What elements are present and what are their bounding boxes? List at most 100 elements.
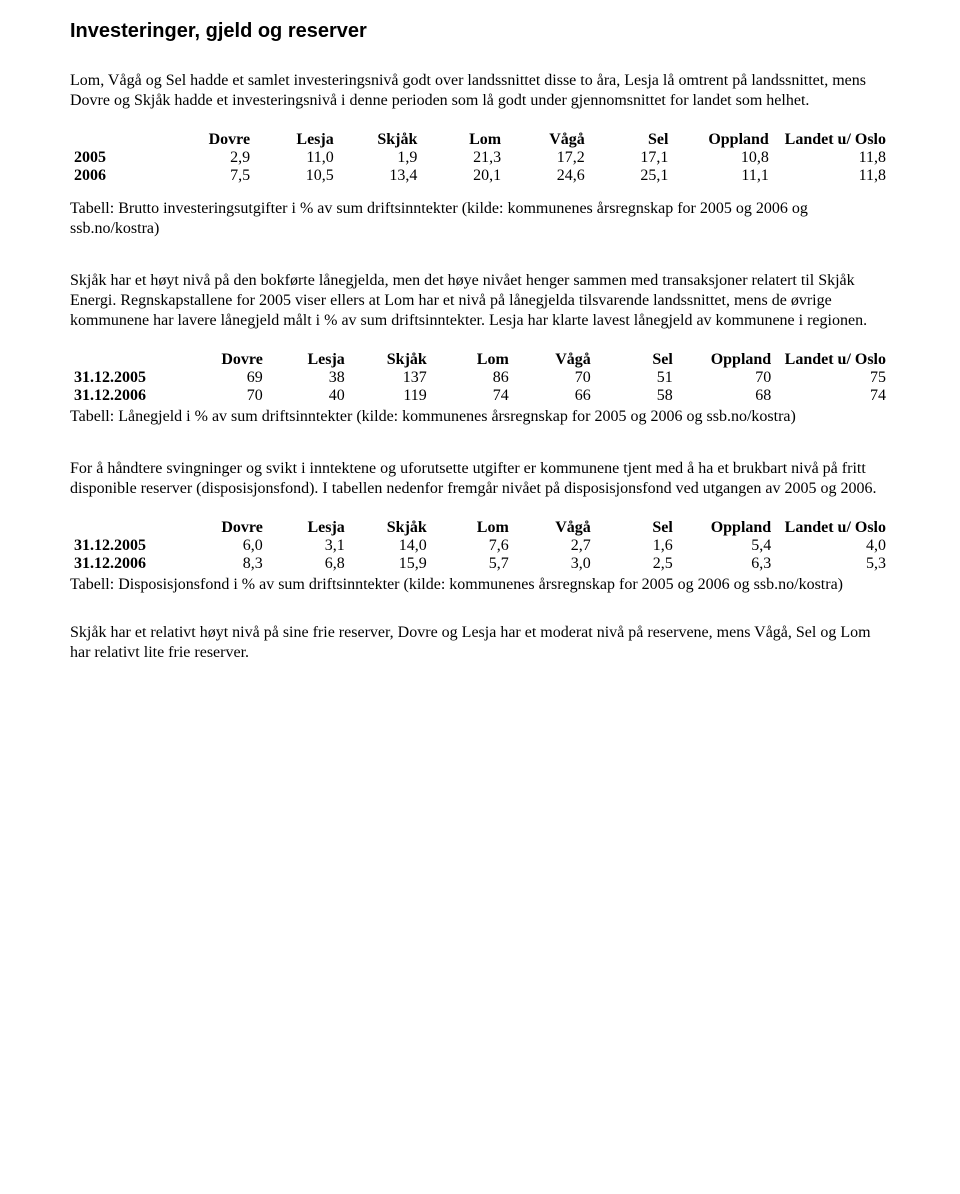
row-label: 2005 [70, 149, 170, 167]
cell: 10,5 [254, 167, 338, 185]
cell: 11,8 [773, 149, 890, 167]
table-row: 31.12.2005 6,0 3,1 14,0 7,6 2,7 1,6 5,4 … [70, 537, 890, 555]
col-landet: Landet u/ Oslo [775, 351, 890, 369]
table-row: 2006 7,5 10,5 13,4 20,1 24,6 25,1 11,1 1… [70, 167, 890, 185]
col-landet: Landet u/ Oslo [775, 519, 890, 537]
table-debt-caption: Tabell: Lånegjeld i % av sum driftsinnte… [70, 407, 890, 427]
col-oppland: Oppland [677, 519, 775, 537]
table-header-row: Dovre Lesja Skjåk Lom Vågå Sel Oppland L… [70, 131, 890, 149]
table-header-row: Dovre Lesja Skjåk Lom Vågå Sel Oppland L… [70, 351, 890, 369]
cell: 38 [267, 369, 349, 387]
row-label: 31.12.2005 [70, 369, 185, 387]
table-reserves: Dovre Lesja Skjåk Lom Vågå Sel Oppland L… [70, 519, 890, 573]
cell: 1,6 [595, 537, 677, 555]
cell: 6,8 [267, 555, 349, 573]
cell: 2,9 [170, 149, 254, 167]
col-lesja: Lesja [267, 519, 349, 537]
cell: 2,5 [595, 555, 677, 573]
cell: 58 [595, 387, 677, 405]
col-vaga: Vågå [513, 351, 595, 369]
cell: 74 [775, 387, 890, 405]
page-heading: Investeringer, gjeld og reserver [70, 20, 890, 43]
cell: 3,1 [267, 537, 349, 555]
paragraph-reserves: For å håndtere svingninger og svikt i in… [70, 459, 890, 499]
page-container: Investeringer, gjeld og reserver Lom, Vå… [0, 0, 960, 703]
cell: 4,0 [775, 537, 890, 555]
cell: 3,0 [513, 555, 595, 573]
cell: 5,7 [431, 555, 513, 573]
col-empty [70, 351, 185, 369]
cell: 5,3 [775, 555, 890, 573]
col-dovre: Dovre [170, 131, 254, 149]
col-lesja: Lesja [267, 351, 349, 369]
cell: 1,9 [338, 149, 422, 167]
cell: 6,3 [677, 555, 775, 573]
cell: 75 [775, 369, 890, 387]
table-investments: Dovre Lesja Skjåk Lom Vågå Sel Oppland L… [70, 131, 890, 185]
table-reserves-caption: Tabell: Disposisjonsfond i % av sum drif… [70, 575, 890, 595]
col-vaga: Vågå [505, 131, 589, 149]
col-skjak: Skjåk [338, 131, 422, 149]
col-skjak: Skjåk [349, 351, 431, 369]
closing-paragraph: Skjåk har et relativt høyt nivå på sine … [70, 623, 890, 663]
cell: 15,9 [349, 555, 431, 573]
cell: 13,4 [338, 167, 422, 185]
col-sel: Sel [589, 131, 673, 149]
table-row: 31.12.2006 8,3 6,8 15,9 5,7 3,0 2,5 6,3 … [70, 555, 890, 573]
cell: 25,1 [589, 167, 673, 185]
cell: 21,3 [421, 149, 505, 167]
cell: 10,8 [672, 149, 772, 167]
table-investments-caption: Tabell: Brutto investeringsutgifter i % … [70, 199, 890, 239]
col-lom: Lom [421, 131, 505, 149]
cell: 24,6 [505, 167, 589, 185]
cell: 68 [677, 387, 775, 405]
row-label: 2006 [70, 167, 170, 185]
table-row: 31.12.2006 70 40 119 74 66 58 68 74 [70, 387, 890, 405]
intro-paragraph: Lom, Vågå og Sel hadde et samlet investe… [70, 71, 890, 111]
row-label: 31.12.2006 [70, 555, 185, 573]
col-empty [70, 131, 170, 149]
cell: 6,0 [185, 537, 267, 555]
row-label: 31.12.2005 [70, 537, 185, 555]
col-lom: Lom [431, 519, 513, 537]
cell: 74 [431, 387, 513, 405]
cell: 8,3 [185, 555, 267, 573]
col-sel: Sel [595, 519, 677, 537]
col-oppland: Oppland [672, 131, 772, 149]
table-debt: Dovre Lesja Skjåk Lom Vågå Sel Oppland L… [70, 351, 890, 405]
cell: 40 [267, 387, 349, 405]
table-row: 31.12.2005 69 38 137 86 70 51 70 75 [70, 369, 890, 387]
cell: 137 [349, 369, 431, 387]
cell: 119 [349, 387, 431, 405]
cell: 5,4 [677, 537, 775, 555]
cell: 7,5 [170, 167, 254, 185]
row-label: 31.12.2006 [70, 387, 185, 405]
table-row: 2005 2,9 11,0 1,9 21,3 17,2 17,1 10,8 11… [70, 149, 890, 167]
cell: 86 [431, 369, 513, 387]
col-dovre: Dovre [185, 351, 267, 369]
cell: 70 [677, 369, 775, 387]
col-oppland: Oppland [677, 351, 775, 369]
cell: 17,2 [505, 149, 589, 167]
col-lesja: Lesja [254, 131, 338, 149]
cell: 11,8 [773, 167, 890, 185]
col-landet: Landet u/ Oslo [773, 131, 890, 149]
paragraph-debt: Skjåk har et høyt nivå på den bokførte l… [70, 271, 890, 331]
cell: 70 [513, 369, 595, 387]
cell: 14,0 [349, 537, 431, 555]
cell: 51 [595, 369, 677, 387]
cell: 11,0 [254, 149, 338, 167]
cell: 11,1 [672, 167, 772, 185]
cell: 17,1 [589, 149, 673, 167]
col-lom: Lom [431, 351, 513, 369]
col-dovre: Dovre [185, 519, 267, 537]
cell: 2,7 [513, 537, 595, 555]
col-empty [70, 519, 185, 537]
col-sel: Sel [595, 351, 677, 369]
cell: 69 [185, 369, 267, 387]
cell: 66 [513, 387, 595, 405]
cell: 7,6 [431, 537, 513, 555]
col-vaga: Vågå [513, 519, 595, 537]
table-header-row: Dovre Lesja Skjåk Lom Vågå Sel Oppland L… [70, 519, 890, 537]
cell: 20,1 [421, 167, 505, 185]
